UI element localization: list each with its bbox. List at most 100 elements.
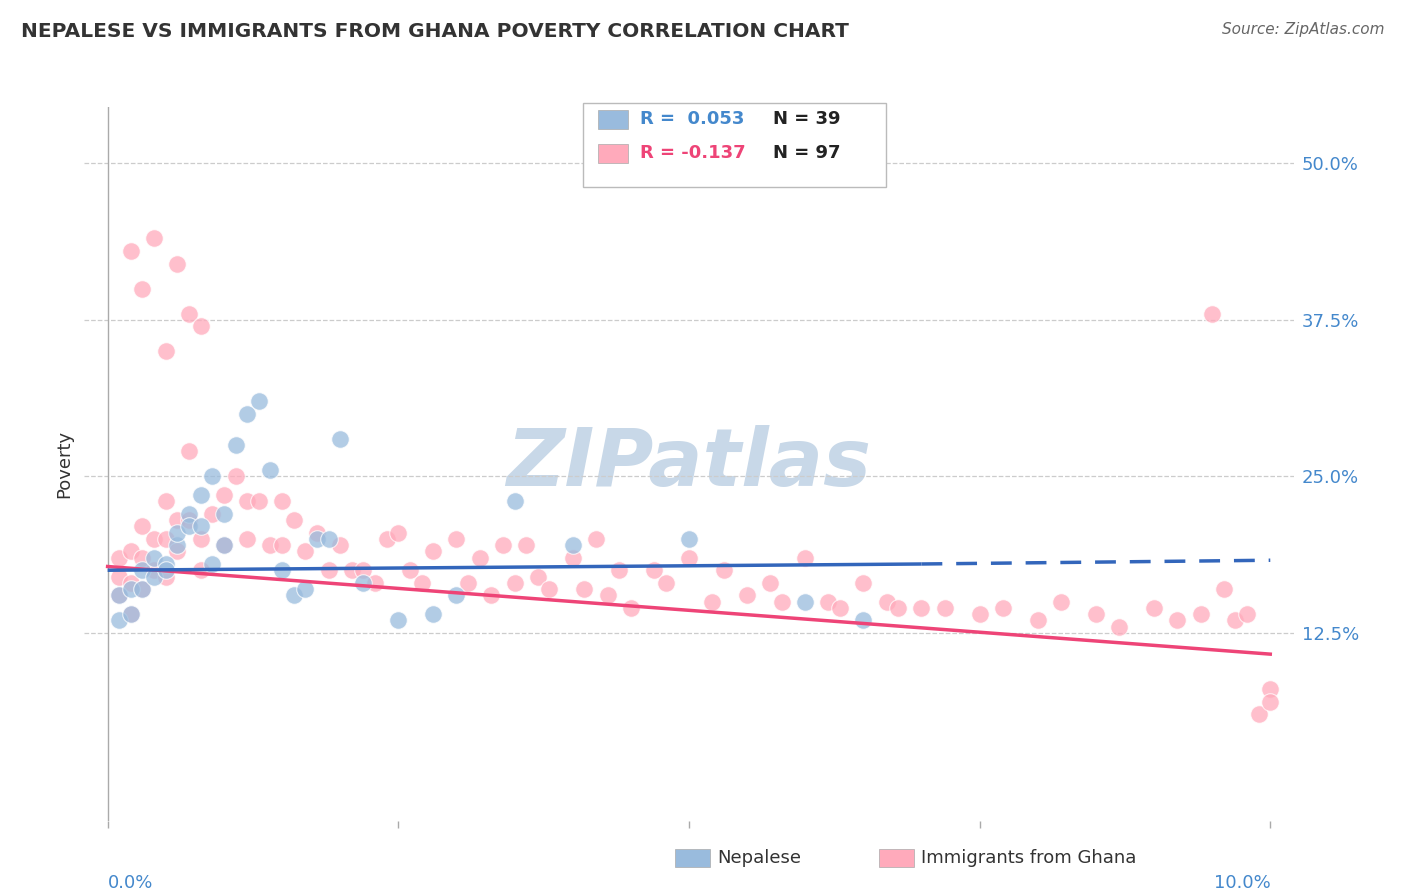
Point (643, 563, 665, 577)
Point (236, 494, 259, 508)
Point (375, 532, 398, 546)
Point (561, 538, 583, 552)
Point (503, 494, 526, 508)
Point (1236, 607, 1258, 621)
Point (271, 563, 294, 577)
Point (120, 607, 142, 621)
Text: N = 39: N = 39 (773, 110, 841, 128)
Point (236, 532, 259, 546)
Point (503, 575, 526, 590)
Point (247, 394, 270, 409)
Point (399, 563, 422, 577)
Text: ZIPatlas: ZIPatlas (506, 425, 872, 503)
Point (794, 594, 817, 608)
Point (177, 519, 200, 533)
Point (190, 488, 212, 502)
Point (108, 588, 131, 602)
Point (527, 569, 550, 583)
Point (340, 563, 363, 577)
Point (479, 588, 502, 602)
Point (1108, 619, 1130, 633)
Point (143, 231, 166, 245)
Point (713, 563, 735, 577)
Point (678, 532, 700, 546)
Point (1258, 682, 1281, 697)
Point (225, 469, 247, 483)
Point (654, 575, 676, 590)
Point (166, 538, 188, 552)
Point (561, 550, 583, 565)
Point (1212, 582, 1234, 596)
Point (259, 538, 281, 552)
Point (120, 607, 142, 621)
Point (190, 532, 212, 546)
Point (318, 563, 340, 577)
Point (422, 544, 444, 558)
Point (468, 550, 491, 565)
Point (166, 544, 188, 558)
Point (283, 513, 305, 527)
Point (294, 582, 316, 596)
Point (411, 575, 433, 590)
Point (457, 575, 479, 590)
Point (887, 600, 910, 615)
Text: Nepalese: Nepalese (717, 849, 801, 867)
Point (830, 600, 852, 615)
Point (143, 569, 166, 583)
Point (131, 582, 153, 596)
Point (364, 575, 387, 590)
Point (155, 569, 177, 583)
Point (329, 432, 352, 446)
Point (108, 569, 131, 583)
Point (934, 600, 956, 615)
Point (143, 550, 166, 565)
Point (1166, 613, 1188, 627)
Point (177, 307, 200, 321)
Point (108, 613, 131, 627)
Point (155, 532, 177, 546)
Point (1201, 307, 1223, 321)
Point (143, 532, 166, 546)
Point (387, 613, 409, 627)
Point (969, 607, 991, 621)
Point (1050, 594, 1073, 608)
Point (1225, 613, 1247, 627)
Point (190, 519, 212, 533)
Point (1258, 695, 1281, 709)
Point (131, 563, 153, 577)
Text: 0.0%: 0.0% (108, 874, 153, 892)
Point (574, 582, 596, 596)
Text: R = -0.137: R = -0.137 (640, 145, 745, 162)
Text: 10.0%: 10.0% (1213, 874, 1270, 892)
Point (910, 600, 932, 615)
Point (1084, 607, 1107, 621)
Text: Immigrants from Ghana: Immigrants from Ghana (921, 849, 1136, 867)
Point (166, 513, 188, 527)
Point (446, 532, 468, 546)
Point (770, 594, 793, 608)
Point (794, 550, 817, 565)
Point (702, 594, 724, 608)
Point (585, 532, 607, 546)
Point (201, 557, 224, 571)
Point (247, 494, 270, 508)
Point (1189, 607, 1212, 621)
Point (143, 563, 166, 577)
Point (177, 513, 200, 527)
Point (422, 607, 444, 621)
Point (190, 563, 212, 577)
Point (678, 550, 700, 565)
Point (991, 600, 1014, 615)
Point (1247, 707, 1270, 722)
Point (1143, 600, 1166, 615)
Text: R =  0.053: R = 0.053 (640, 110, 744, 128)
Point (177, 507, 200, 521)
Point (735, 588, 758, 602)
Point (387, 525, 409, 540)
Point (352, 563, 374, 577)
Point (155, 563, 177, 577)
Point (225, 438, 247, 452)
Point (212, 538, 235, 552)
Point (131, 550, 153, 565)
Point (596, 588, 619, 602)
